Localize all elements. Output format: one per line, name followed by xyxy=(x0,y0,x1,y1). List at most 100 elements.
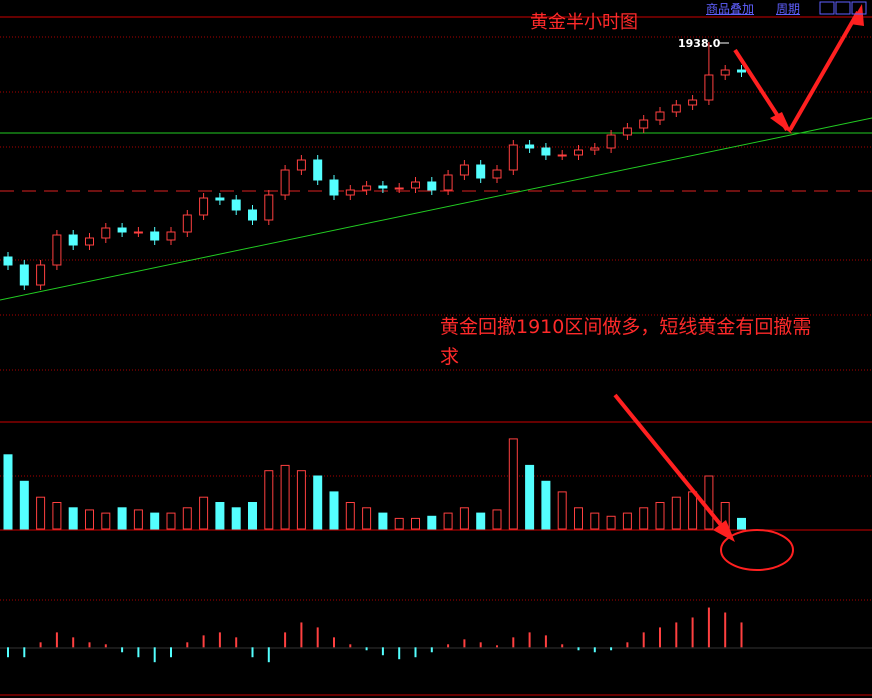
volume-bar xyxy=(199,496,209,530)
volume-bar xyxy=(606,515,616,530)
volume-bar xyxy=(394,517,404,530)
candle-body xyxy=(737,69,746,73)
candle-body xyxy=(52,234,62,266)
volume-bar xyxy=(492,509,502,530)
volume-bar xyxy=(329,491,339,530)
volume-bar xyxy=(459,507,469,530)
nav-buttons[interactable] xyxy=(819,1,867,15)
candle-body xyxy=(378,185,388,189)
candle-body xyxy=(411,181,420,189)
volume-bar xyxy=(215,502,225,530)
volume-bar xyxy=(101,512,111,530)
candle-body xyxy=(508,144,518,171)
volume-bar xyxy=(704,475,714,530)
candle-body xyxy=(362,185,372,191)
candle-body xyxy=(557,154,567,157)
candle-body xyxy=(296,159,306,171)
volume-bar xyxy=(52,502,62,530)
trend-line xyxy=(0,117,872,301)
candle-body xyxy=(68,234,78,246)
candle-body xyxy=(264,194,274,221)
volume-bar xyxy=(117,507,127,530)
candle-body xyxy=(427,181,437,191)
volume-bar xyxy=(150,512,160,530)
candle-body xyxy=(671,104,681,113)
annotation-arrows xyxy=(613,11,860,571)
arrowheads xyxy=(713,4,864,542)
volume-bar xyxy=(688,491,698,530)
candle-body xyxy=(394,187,404,190)
candle-body xyxy=(720,69,730,76)
volume-bar xyxy=(280,464,290,530)
volume-bar xyxy=(574,507,583,530)
volume-bar xyxy=(541,480,551,530)
peak-label: 1938.0 xyxy=(678,37,721,50)
grid xyxy=(0,36,872,601)
candle-body xyxy=(459,164,469,176)
volume-bar xyxy=(443,512,453,530)
candle-body xyxy=(85,237,94,246)
candle-body xyxy=(215,197,225,201)
candle-body xyxy=(329,179,339,196)
volume-bar xyxy=(231,507,241,530)
annotation: 黄金回撤1910区间做多，短线黄金有回撤需求 xyxy=(440,316,812,368)
candle-body xyxy=(655,111,665,121)
candle-body xyxy=(101,227,111,239)
volume-bar xyxy=(248,502,257,530)
candle-body xyxy=(688,99,698,106)
volume-bar xyxy=(36,496,46,530)
candle-body xyxy=(117,227,127,233)
volume-bar xyxy=(313,475,323,530)
candle-body xyxy=(231,199,241,211)
volume-bar xyxy=(476,512,486,530)
volume-bar xyxy=(85,509,94,530)
volume-bar xyxy=(427,515,437,530)
candle-body xyxy=(182,214,192,233)
candle-body xyxy=(36,264,46,286)
toolbar-period[interactable]: 周期 xyxy=(776,2,801,16)
volume-bar xyxy=(19,480,29,530)
candle-body xyxy=(3,256,13,266)
volume-bar xyxy=(411,517,420,530)
volume-bar xyxy=(525,464,535,530)
volume-bar xyxy=(639,507,649,530)
volume-bar xyxy=(508,438,518,530)
candle-body xyxy=(313,159,323,181)
candle-body xyxy=(19,264,29,286)
candle-body xyxy=(606,134,616,149)
candle-body xyxy=(345,189,355,196)
volume-bar xyxy=(590,512,600,530)
volume-bar xyxy=(378,512,388,530)
candle-body xyxy=(476,164,486,179)
candle-body xyxy=(166,231,176,241)
candle-body xyxy=(443,174,453,191)
candle-body xyxy=(574,149,583,156)
volume-bar xyxy=(166,512,176,530)
volume-bar xyxy=(68,507,78,530)
volume-bar xyxy=(264,470,274,530)
volume-bar xyxy=(362,507,372,530)
volume-bar xyxy=(737,517,746,530)
candle-body xyxy=(525,144,535,149)
candle-body xyxy=(639,119,649,129)
volume-bar xyxy=(671,496,681,530)
volume-bar xyxy=(133,509,143,530)
volume-bar xyxy=(296,470,306,530)
candle-body xyxy=(590,147,600,151)
candle-body xyxy=(280,169,290,196)
candle-body xyxy=(248,209,257,221)
candle-body xyxy=(133,231,143,234)
volume-bar xyxy=(345,502,355,530)
candle-body xyxy=(492,169,502,179)
volume-bar xyxy=(655,502,665,530)
candle-body xyxy=(704,74,714,101)
volume-bar xyxy=(182,507,192,530)
chart-title: 黄金半小时图 xyxy=(530,12,638,33)
volume-bar xyxy=(3,454,13,530)
toolbar-overlay[interactable]: 商品叠加 xyxy=(706,2,755,16)
candle-body xyxy=(622,127,632,136)
volume-bar xyxy=(557,491,567,530)
candle-body xyxy=(199,197,209,216)
